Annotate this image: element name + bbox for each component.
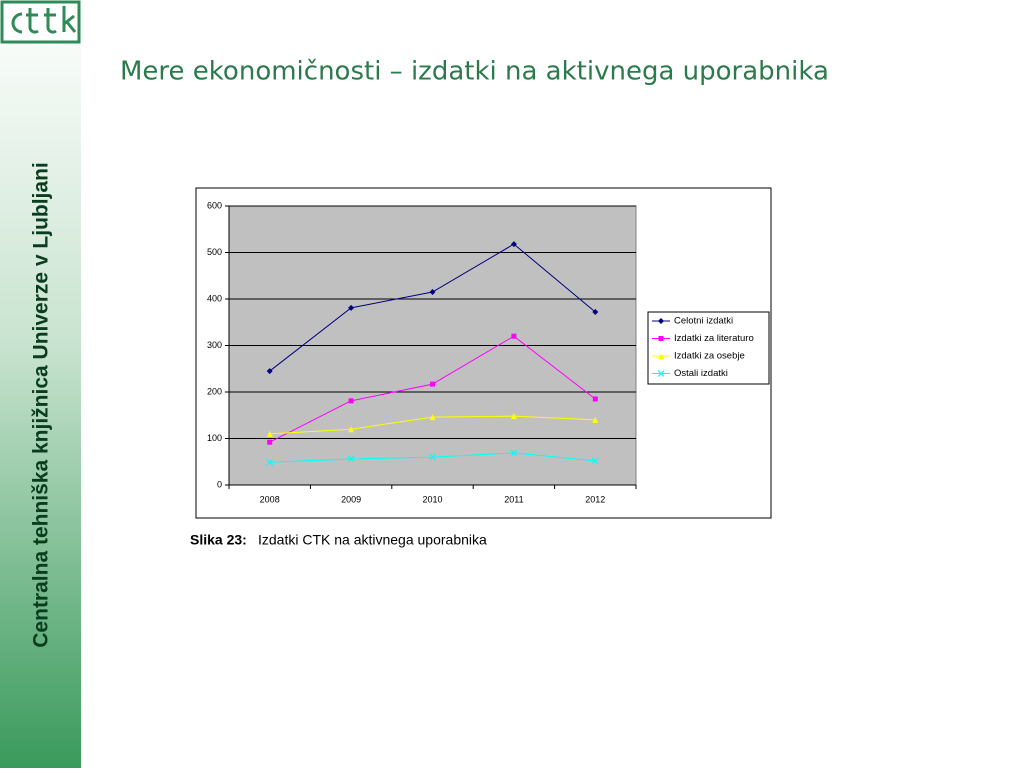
legend-label: Ostali izdatki	[674, 368, 728, 379]
data-point	[429, 453, 436, 461]
y-tick-label: 600	[207, 200, 222, 210]
x-tick-label: 2012	[585, 494, 605, 504]
y-tick-label: 500	[207, 247, 222, 257]
data-point	[267, 439, 273, 445]
legend-marker	[658, 318, 664, 324]
data-point	[429, 414, 436, 421]
data-point	[348, 304, 355, 311]
sidebar	[0, 0, 81, 768]
y-tick-label: 400	[207, 293, 222, 303]
sidebar-text: Centralna tehniška knjižnica Univerze v …	[30, 162, 53, 647]
legend-marker	[658, 336, 664, 341]
y-tick-label: 200	[207, 386, 222, 396]
data-point	[348, 426, 355, 433]
data-point	[511, 333, 517, 339]
legend-box	[647, 311, 770, 385]
data-point	[510, 449, 518, 457]
data-point	[591, 457, 599, 465]
legend-label: Izdatki za literaturo	[674, 333, 754, 344]
data-point	[266, 368, 273, 375]
data-point	[429, 289, 436, 296]
legend-marker	[658, 353, 664, 359]
caption-text: Izdatki CTK na aktivnega uporabnika	[258, 532, 487, 548]
y-tick-label: 100	[207, 433, 222, 443]
data-point	[348, 398, 354, 404]
data-point	[430, 381, 435, 387]
slide-title: Mere ekonomičnosti – izdatki na aktivneg…	[120, 57, 829, 87]
data-point	[510, 413, 517, 420]
legend-marker	[657, 370, 665, 377]
caption-label: Slika 23:	[190, 532, 247, 548]
data-point	[347, 455, 355, 463]
legend-label: Celotni izdatki	[674, 316, 733, 327]
x-tick-label: 2009	[341, 494, 361, 504]
x-tick-label: 2010	[422, 494, 442, 504]
logo	[0, 0, 81, 44]
data-point	[592, 309, 599, 316]
data-point	[266, 430, 273, 437]
data-point	[592, 416, 599, 423]
data-point	[592, 396, 598, 402]
x-tick-label: 2011	[504, 494, 523, 504]
data-point	[266, 458, 274, 466]
x-tick-label: 2008	[260, 494, 280, 504]
legend-label: Izdatki za osebje	[674, 351, 745, 362]
y-tick-label: 0	[217, 479, 222, 489]
y-tick-label: 300	[207, 340, 222, 350]
data-point	[510, 241, 517, 248]
